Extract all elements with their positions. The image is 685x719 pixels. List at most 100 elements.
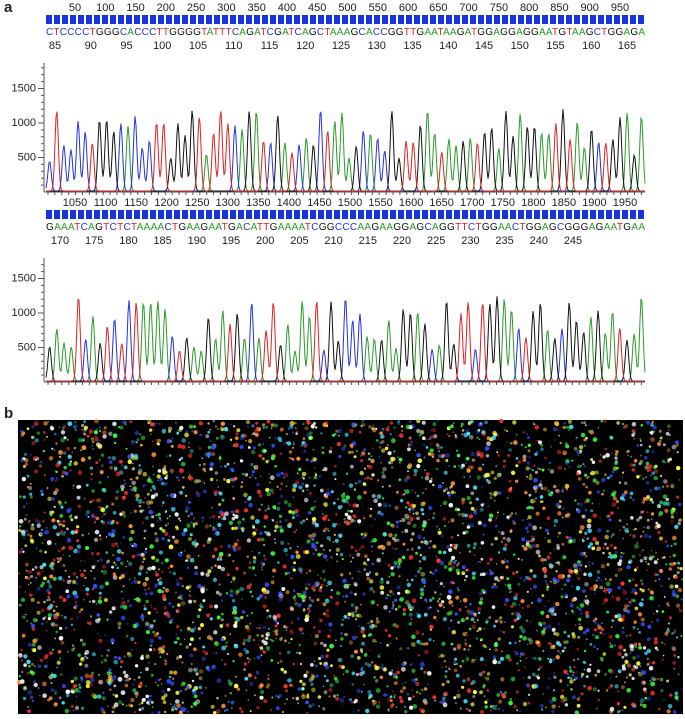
spot — [28, 584, 29, 585]
spot — [46, 621, 48, 623]
spot — [123, 482, 126, 485]
spot — [619, 519, 622, 522]
spot — [437, 420, 438, 421]
spot — [193, 702, 197, 706]
spot — [263, 544, 265, 546]
spot — [124, 680, 126, 682]
spot — [183, 528, 187, 532]
spot — [94, 521, 96, 523]
spot — [670, 509, 675, 514]
spot — [597, 570, 601, 574]
spot — [310, 663, 314, 667]
spot — [594, 621, 597, 624]
spot — [369, 650, 371, 652]
spot — [361, 423, 365, 427]
spot — [393, 426, 396, 429]
scale-block — [86, 15, 92, 24]
spot — [207, 668, 210, 671]
scale-block — [358, 210, 364, 219]
spot — [398, 605, 401, 608]
spot — [397, 456, 399, 458]
spot — [584, 465, 586, 467]
spot — [627, 565, 631, 569]
spot — [532, 469, 534, 471]
spot — [444, 675, 447, 678]
spot — [407, 549, 410, 552]
spot — [252, 470, 255, 473]
spot — [436, 526, 438, 528]
spot — [621, 685, 625, 689]
scale-block — [582, 210, 588, 219]
spot — [676, 496, 679, 499]
spot — [563, 670, 567, 674]
spot — [630, 647, 634, 651]
spot — [645, 421, 646, 422]
spot — [652, 421, 654, 423]
spot — [78, 690, 81, 693]
spot — [653, 613, 655, 615]
spot — [380, 591, 384, 595]
spot — [551, 710, 555, 714]
spot — [240, 459, 243, 462]
spot — [677, 451, 679, 453]
spot — [431, 572, 434, 575]
spot — [609, 592, 610, 593]
spot — [220, 426, 222, 428]
spot — [521, 599, 525, 603]
spot — [309, 611, 311, 613]
spot — [176, 708, 178, 710]
spot — [674, 668, 676, 670]
spot — [466, 457, 470, 461]
spot — [118, 677, 123, 682]
spot — [541, 708, 543, 710]
spot — [483, 432, 485, 434]
spot — [102, 696, 106, 700]
spot — [194, 430, 198, 434]
spot — [396, 548, 398, 550]
spot — [302, 490, 305, 493]
spot — [649, 489, 652, 492]
position-label: 185 — [153, 235, 171, 247]
spot — [150, 489, 152, 491]
spot — [118, 626, 121, 629]
spot — [659, 429, 661, 431]
spot — [515, 651, 519, 655]
spot — [351, 422, 355, 426]
spot — [442, 655, 445, 658]
spot — [64, 501, 66, 503]
spot — [671, 515, 674, 518]
spot — [326, 558, 329, 561]
spot — [675, 576, 678, 579]
scale-block — [582, 15, 588, 24]
spot — [27, 706, 29, 708]
scale-block — [102, 15, 108, 24]
spot — [372, 700, 377, 705]
spot — [74, 421, 76, 423]
spot — [117, 622, 121, 626]
spot — [419, 560, 422, 563]
spot — [643, 556, 647, 560]
spot — [459, 608, 462, 611]
spot — [188, 442, 189, 443]
scale-block — [278, 210, 284, 219]
spot — [463, 648, 466, 651]
spot — [544, 537, 545, 538]
spot — [76, 616, 78, 618]
spot — [414, 450, 416, 452]
spot — [622, 423, 624, 425]
spot — [52, 649, 54, 651]
spot — [251, 474, 254, 477]
spot — [347, 515, 352, 520]
spot — [368, 453, 370, 455]
spot — [603, 633, 605, 635]
spot — [128, 562, 132, 566]
spot — [432, 545, 436, 549]
spot — [477, 630, 479, 632]
spot — [59, 696, 62, 699]
spot — [249, 658, 251, 660]
spot — [489, 569, 491, 571]
spot — [19, 495, 22, 498]
spot — [646, 526, 650, 530]
spot — [558, 466, 562, 470]
spot — [628, 561, 631, 564]
